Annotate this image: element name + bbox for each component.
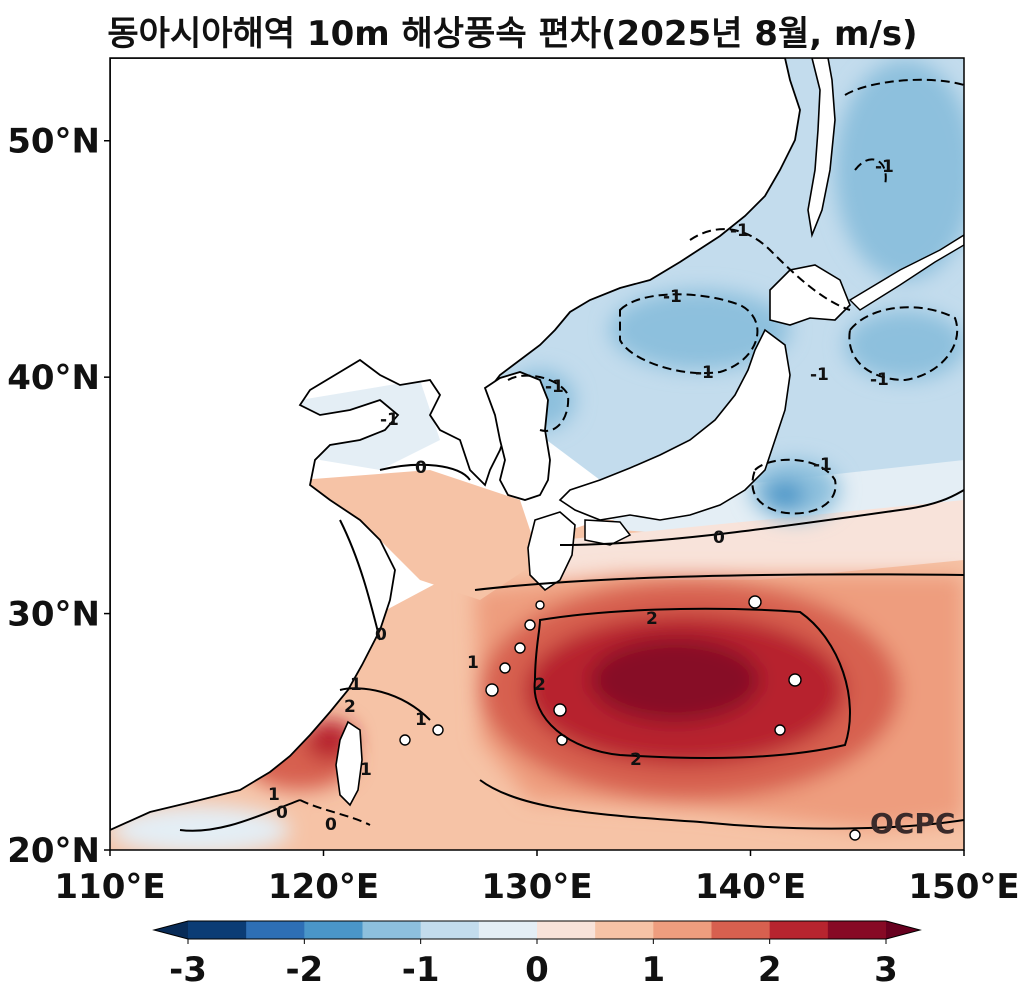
contour-label: 2 <box>344 697 356 717</box>
land-kuril-arc <box>848 234 964 311</box>
islands-ryukyu <box>399 595 861 841</box>
contour-label: -1 <box>380 410 399 430</box>
contour-label: 0 <box>325 815 337 835</box>
land-hokkaido <box>769 264 851 326</box>
land-sakhalin <box>807 58 836 238</box>
colorbar-swatch <box>188 921 247 939</box>
contour-neg1-2 <box>848 306 959 382</box>
contour-lines <box>179 78 964 832</box>
contour-label: -1 <box>810 365 829 385</box>
contour-0-west <box>339 463 471 641</box>
contour-label: 2 <box>646 609 658 629</box>
contour-label: -1 <box>695 363 714 383</box>
contour-label: -1 <box>870 370 889 390</box>
lon-tick-label: 110°E <box>54 867 165 907</box>
contour-label-layer: 0 0 0 0 1 1 1 1 2 2 2 2 -1 -1 -1 -1 -1 -… <box>268 157 894 835</box>
land-honshu <box>558 328 791 521</box>
contour-neg1-4 <box>751 458 837 515</box>
lon-tick-label: 130°E <box>481 867 592 907</box>
contour-label: -1 <box>875 157 894 177</box>
land <box>110 58 964 841</box>
field-weak-positive-band <box>560 500 964 580</box>
colorbar-swatch <box>362 921 422 939</box>
contour-neg1-1 <box>619 293 759 375</box>
contour-label: 1 <box>415 710 427 730</box>
contour-neg1-6 <box>689 228 851 311</box>
contour-label: 1 <box>360 760 372 780</box>
contour-1-taiwan <box>339 687 431 721</box>
colorbar-swatch <box>595 921 654 939</box>
contour-label: 2 <box>534 675 546 695</box>
colorbar-tick-label: -2 <box>285 950 323 990</box>
map-axes: 110°E 120°E 130°E 140°E 150°E 20°N 30°N 40°N 50°… <box>7 122 1019 907</box>
colorbar-swatch <box>827 921 887 939</box>
colorbar-swatch <box>711 921 771 939</box>
contour-label: -1 <box>545 377 564 397</box>
land-shikoku <box>584 519 632 546</box>
colorbar-swatch <box>769 921 829 939</box>
colorbar-tick-label: -1 <box>402 950 440 990</box>
contour-neg1-3 <box>844 78 964 186</box>
contour-2 <box>533 607 851 759</box>
colorbar-swatch <box>304 921 363 939</box>
map-title: 동아시아해역 10m 해상풍속 편차(2025년 8월, m/s) <box>107 14 918 54</box>
colorbar-swatch <box>246 921 305 939</box>
colorbar-tick-label: -3 <box>169 950 207 990</box>
colorbar: -3 -2 -1 0 1 2 3 <box>152 920 922 990</box>
contour-label: 1 <box>350 675 362 695</box>
lat-tick-label: 20°N <box>7 831 100 871</box>
colorbar-swatch <box>653 921 712 939</box>
contour-label: -1 <box>813 455 832 475</box>
lon-tick-label: 150°E <box>908 867 1019 907</box>
colorbar-swatch <box>537 921 596 939</box>
positive-core <box>110 60 964 850</box>
contour-label: 0 <box>713 528 725 548</box>
colorbar-tick-label: 1 <box>641 950 665 990</box>
lat-tick-label: 50°N <box>7 122 100 162</box>
colorbar-over-arrow <box>886 921 920 939</box>
land-taiwan <box>335 720 363 807</box>
contour-0-sw <box>179 799 301 832</box>
colorbar-under-arrow <box>154 921 188 939</box>
lon-tick-label: 120°E <box>268 867 379 907</box>
field-yellow-sea <box>300 470 540 600</box>
contour-neg1-5 <box>507 374 570 432</box>
contour-label: 1 <box>268 785 280 805</box>
land-kyushu <box>527 511 576 592</box>
colorbar-tick-label: 3 <box>874 950 898 990</box>
land-china <box>110 58 801 831</box>
lon-tick-label: 140°E <box>695 867 806 907</box>
contour-label: 0 <box>276 803 288 823</box>
colorbar-tick-label: 2 <box>758 950 782 990</box>
contour-label: 2 <box>630 750 642 770</box>
contour-label: -1 <box>730 221 749 241</box>
lat-tick-label: 30°N <box>7 595 100 635</box>
contour-label: 0 <box>375 625 387 645</box>
contour-0-south <box>559 489 964 546</box>
contour-label: 1 <box>467 653 479 673</box>
colorbar-swatch <box>478 921 538 939</box>
contour-label: 0 <box>415 458 427 478</box>
lat-tick-label: 40°N <box>7 358 100 398</box>
colorbar-tick-label: 0 <box>525 950 549 990</box>
contour-label: -1 <box>663 287 682 307</box>
contour-1 <box>474 573 964 830</box>
colorbar-swatch <box>420 921 480 939</box>
contour-neg1-7 <box>299 799 371 826</box>
watermark-logo: OCPC <box>870 807 955 840</box>
